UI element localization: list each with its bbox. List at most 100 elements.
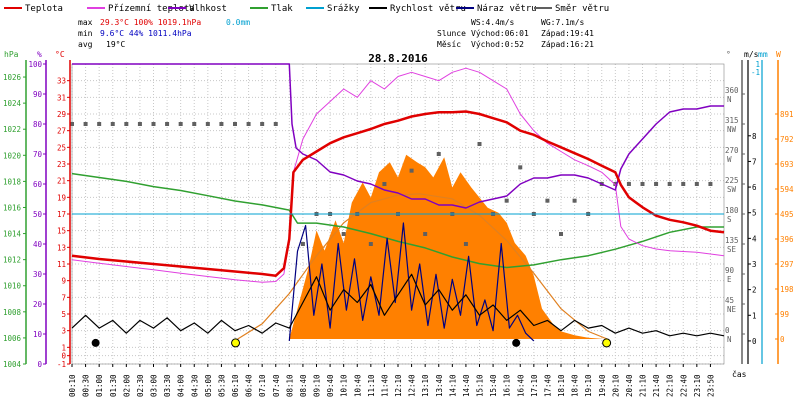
wind-direction-point	[178, 122, 183, 126]
axis-tick-label-pressure: 1026	[3, 73, 22, 82]
wind-direction-point	[504, 198, 509, 203]
axis-tick-label-solar: 99	[780, 310, 789, 319]
wind-direction-point	[368, 242, 373, 246]
axis-tick-label-solar: 792	[780, 135, 794, 144]
x-tick-label: 19:10	[584, 374, 593, 397]
x-tick-label: 21:10	[639, 374, 648, 397]
axis-tick-label-temperature: 5	[61, 310, 66, 319]
axis-tick-label-direction: 45	[725, 296, 734, 305]
sun-rise-marker	[231, 338, 241, 348]
pressure-line	[71, 172, 724, 269]
axis-tick-label-direction: 0	[725, 326, 730, 335]
axis-tick-label-temperature: 27	[57, 127, 66, 136]
stats-avg-label: avg	[78, 40, 93, 49]
x-tick-label: 22:40	[679, 374, 688, 397]
x-tick-label: 11:10	[367, 374, 376, 397]
wind-direction-point	[640, 182, 645, 186]
x-tick-label: 19:40	[598, 374, 607, 397]
legend-label-rain: Srážky	[327, 4, 360, 14]
x-tick-label: 16:40	[516, 374, 525, 397]
x-tick-label: 12:40	[408, 374, 417, 397]
x-tick-label: 13:10	[421, 374, 430, 397]
axis-tick-label-direction-compass: S	[727, 215, 732, 224]
wind-direction-point	[382, 182, 387, 186]
moon-rise-marker	[91, 338, 100, 347]
wind-direction-point	[463, 242, 468, 246]
x-tick-label: 14:10	[448, 374, 457, 397]
unit-label-hpa: hPa	[4, 50, 19, 59]
x-tick-label: 02:00	[122, 374, 131, 397]
axis-tick-label-pressure: 1010	[3, 282, 22, 291]
axis-tick-label-temperature: 29	[57, 110, 66, 119]
x-tick-label: 10:40	[353, 374, 362, 397]
axis-tick-label-solar: 495	[780, 210, 794, 219]
wind-direction-point	[70, 122, 74, 126]
axis-tick-label-direction-compass: NW	[727, 125, 737, 134]
info-sun-rise: Východ:06:01	[471, 29, 529, 38]
solar-theoretical-line	[237, 193, 608, 340]
axis-tick-label-humidity: 70	[33, 150, 43, 159]
x-tick-label: 07:10	[258, 374, 267, 397]
x-tick-label: 06:40	[245, 374, 254, 397]
axis-tick-label-temperature: 1	[61, 343, 66, 352]
axis-tick-label-wind: 8	[752, 132, 757, 141]
x-tick-label: 10:10	[340, 374, 349, 397]
wind-direction-point	[233, 122, 237, 126]
axis-tick-label-pressure: 1014	[3, 230, 22, 239]
axis-tick-label-pressure: 1020	[3, 151, 22, 160]
x-tick-label: 03:00	[150, 374, 159, 397]
axis-tick-label-direction: 315	[725, 116, 739, 125]
axis-tick-label-wind: 6	[752, 183, 757, 192]
x-tick-label: 23:50	[706, 374, 715, 397]
axis-tick-label-rain: -1	[751, 68, 760, 77]
x-tick-label: 18:40	[571, 374, 580, 397]
axis-tick-label-temperature: 25	[57, 143, 66, 152]
x-tick-label: 20:40	[625, 374, 634, 397]
axis-units: hPa % °C ° m/s mm W čas	[4, 50, 781, 379]
axis-tick-label-pressure: 1024	[3, 99, 22, 108]
x-tick-label: 13:40	[435, 374, 444, 397]
moon-set-marker	[512, 338, 521, 347]
axis-tick-label-solar: 396	[780, 235, 794, 244]
legend-label-wind-gust: Náraz větru	[477, 4, 537, 14]
wind-direction-point	[545, 198, 550, 203]
axis-tick-label-temperature: 0	[61, 352, 66, 361]
axis-tick-label-temperature: 15	[57, 227, 66, 236]
axis-tick-label-wind: 0	[752, 337, 757, 346]
wind-direction-point	[559, 232, 563, 236]
axis-tick-label-direction: 360	[725, 86, 739, 95]
x-tick-label: 21:40	[652, 374, 661, 397]
axis-tick-label-temperature: 19	[57, 193, 66, 202]
chart-date-title: 28.8.2016	[368, 52, 428, 65]
unit-label-percent: %	[37, 50, 42, 59]
info-wind-speed: WS:4.4m/s	[471, 18, 515, 27]
series-layer	[70, 63, 725, 342]
wind-direction-point	[124, 122, 129, 126]
axis-tick-label-temperature: 11	[57, 260, 66, 269]
x-tick-label: 12:10	[394, 374, 403, 397]
axis-tick-label-humidity: 90	[33, 90, 43, 99]
unit-label-watt: W	[776, 50, 781, 59]
wind-direction-point	[613, 182, 618, 186]
info-sun-label: Slunce	[437, 29, 466, 38]
axis-tick-label-wind: 4	[752, 234, 757, 243]
wind-direction-point	[694, 182, 699, 186]
x-tick-label: 17:40	[543, 374, 552, 397]
wind-direction-point	[192, 122, 197, 126]
axes-layer: 1004100610081010101210141016101810201022…	[3, 60, 794, 397]
legend-label-wind-direction: Směr větru	[555, 4, 609, 14]
axis-tick-label-temperature: 9	[61, 277, 66, 286]
x-tick-label: 23:10	[693, 374, 702, 397]
x-tick-label: 16:10	[503, 374, 512, 397]
axis-tick-label-pressure: 1008	[3, 308, 22, 317]
axis-tick-label-humidity: 60	[33, 180, 43, 189]
wind-direction-point	[654, 182, 659, 186]
info-moon-rise: Východ:0:52	[471, 40, 524, 49]
wind-direction-point	[205, 122, 210, 126]
wind-direction-point	[708, 182, 713, 186]
axis-tick-label-direction: 180	[725, 206, 739, 215]
wind-direction-point	[409, 168, 414, 173]
x-tick-label: 20:10	[611, 374, 620, 397]
axis-tick-label-direction-compass: SE	[727, 245, 737, 254]
